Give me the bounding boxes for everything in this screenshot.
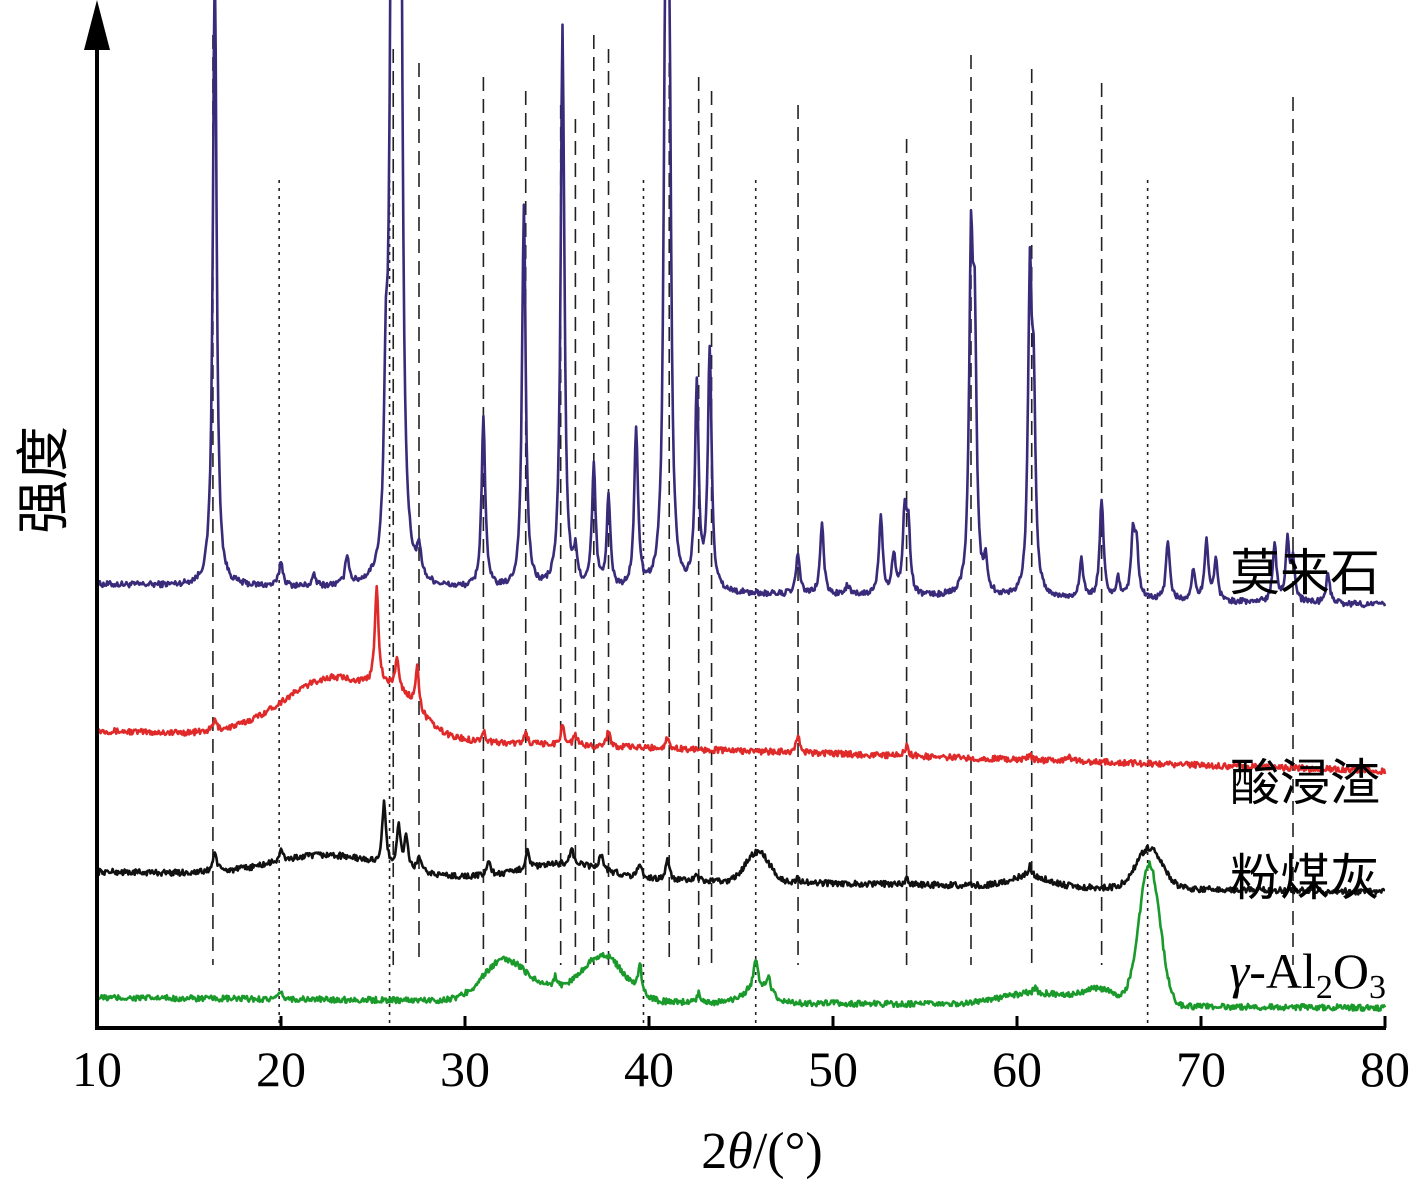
y-axis-arrow-icon <box>84 0 110 50</box>
series-layer <box>95 0 1387 1013</box>
x-tick-label: 80 <box>1360 1041 1410 1097</box>
x-ticks: 10 20 30 40 50 60 70 80 <box>72 1016 1410 1097</box>
series-label-fly-ash: 粉煤灰 <box>1230 849 1380 907</box>
axes <box>84 0 1386 1030</box>
x-tick-label: 20 <box>256 1041 306 1097</box>
series-line-mullite <box>95 0 1387 609</box>
series-label-mullite: 莫来石 <box>1230 544 1380 602</box>
series-line-gamma-alumina <box>95 860 1387 1013</box>
series-label-gamma-alumina: γ-Al2O3 <box>1230 943 1386 1006</box>
series-line-acid-leach-residue <box>96 584 1387 776</box>
series-line-fly-ash <box>95 799 1386 896</box>
x-tick-label: 50 <box>808 1041 858 1097</box>
series-label-acid-leach-residue: 酸浸渣 <box>1230 754 1380 812</box>
x-tick-label: 60 <box>992 1041 1042 1097</box>
x-tick-label: 30 <box>440 1041 490 1097</box>
x-tick-label: 70 <box>1176 1041 1226 1097</box>
x-tick-label: 10 <box>72 1041 122 1097</box>
y-axis-title: 强度 <box>12 426 75 534</box>
x-tick-label: 40 <box>624 1041 674 1097</box>
x-axis-title: 2θ/(°) <box>701 1123 822 1180</box>
series-labels: 莫来石 酸浸渣 粉煤灰 γ-Al2O3 <box>1230 544 1386 1006</box>
